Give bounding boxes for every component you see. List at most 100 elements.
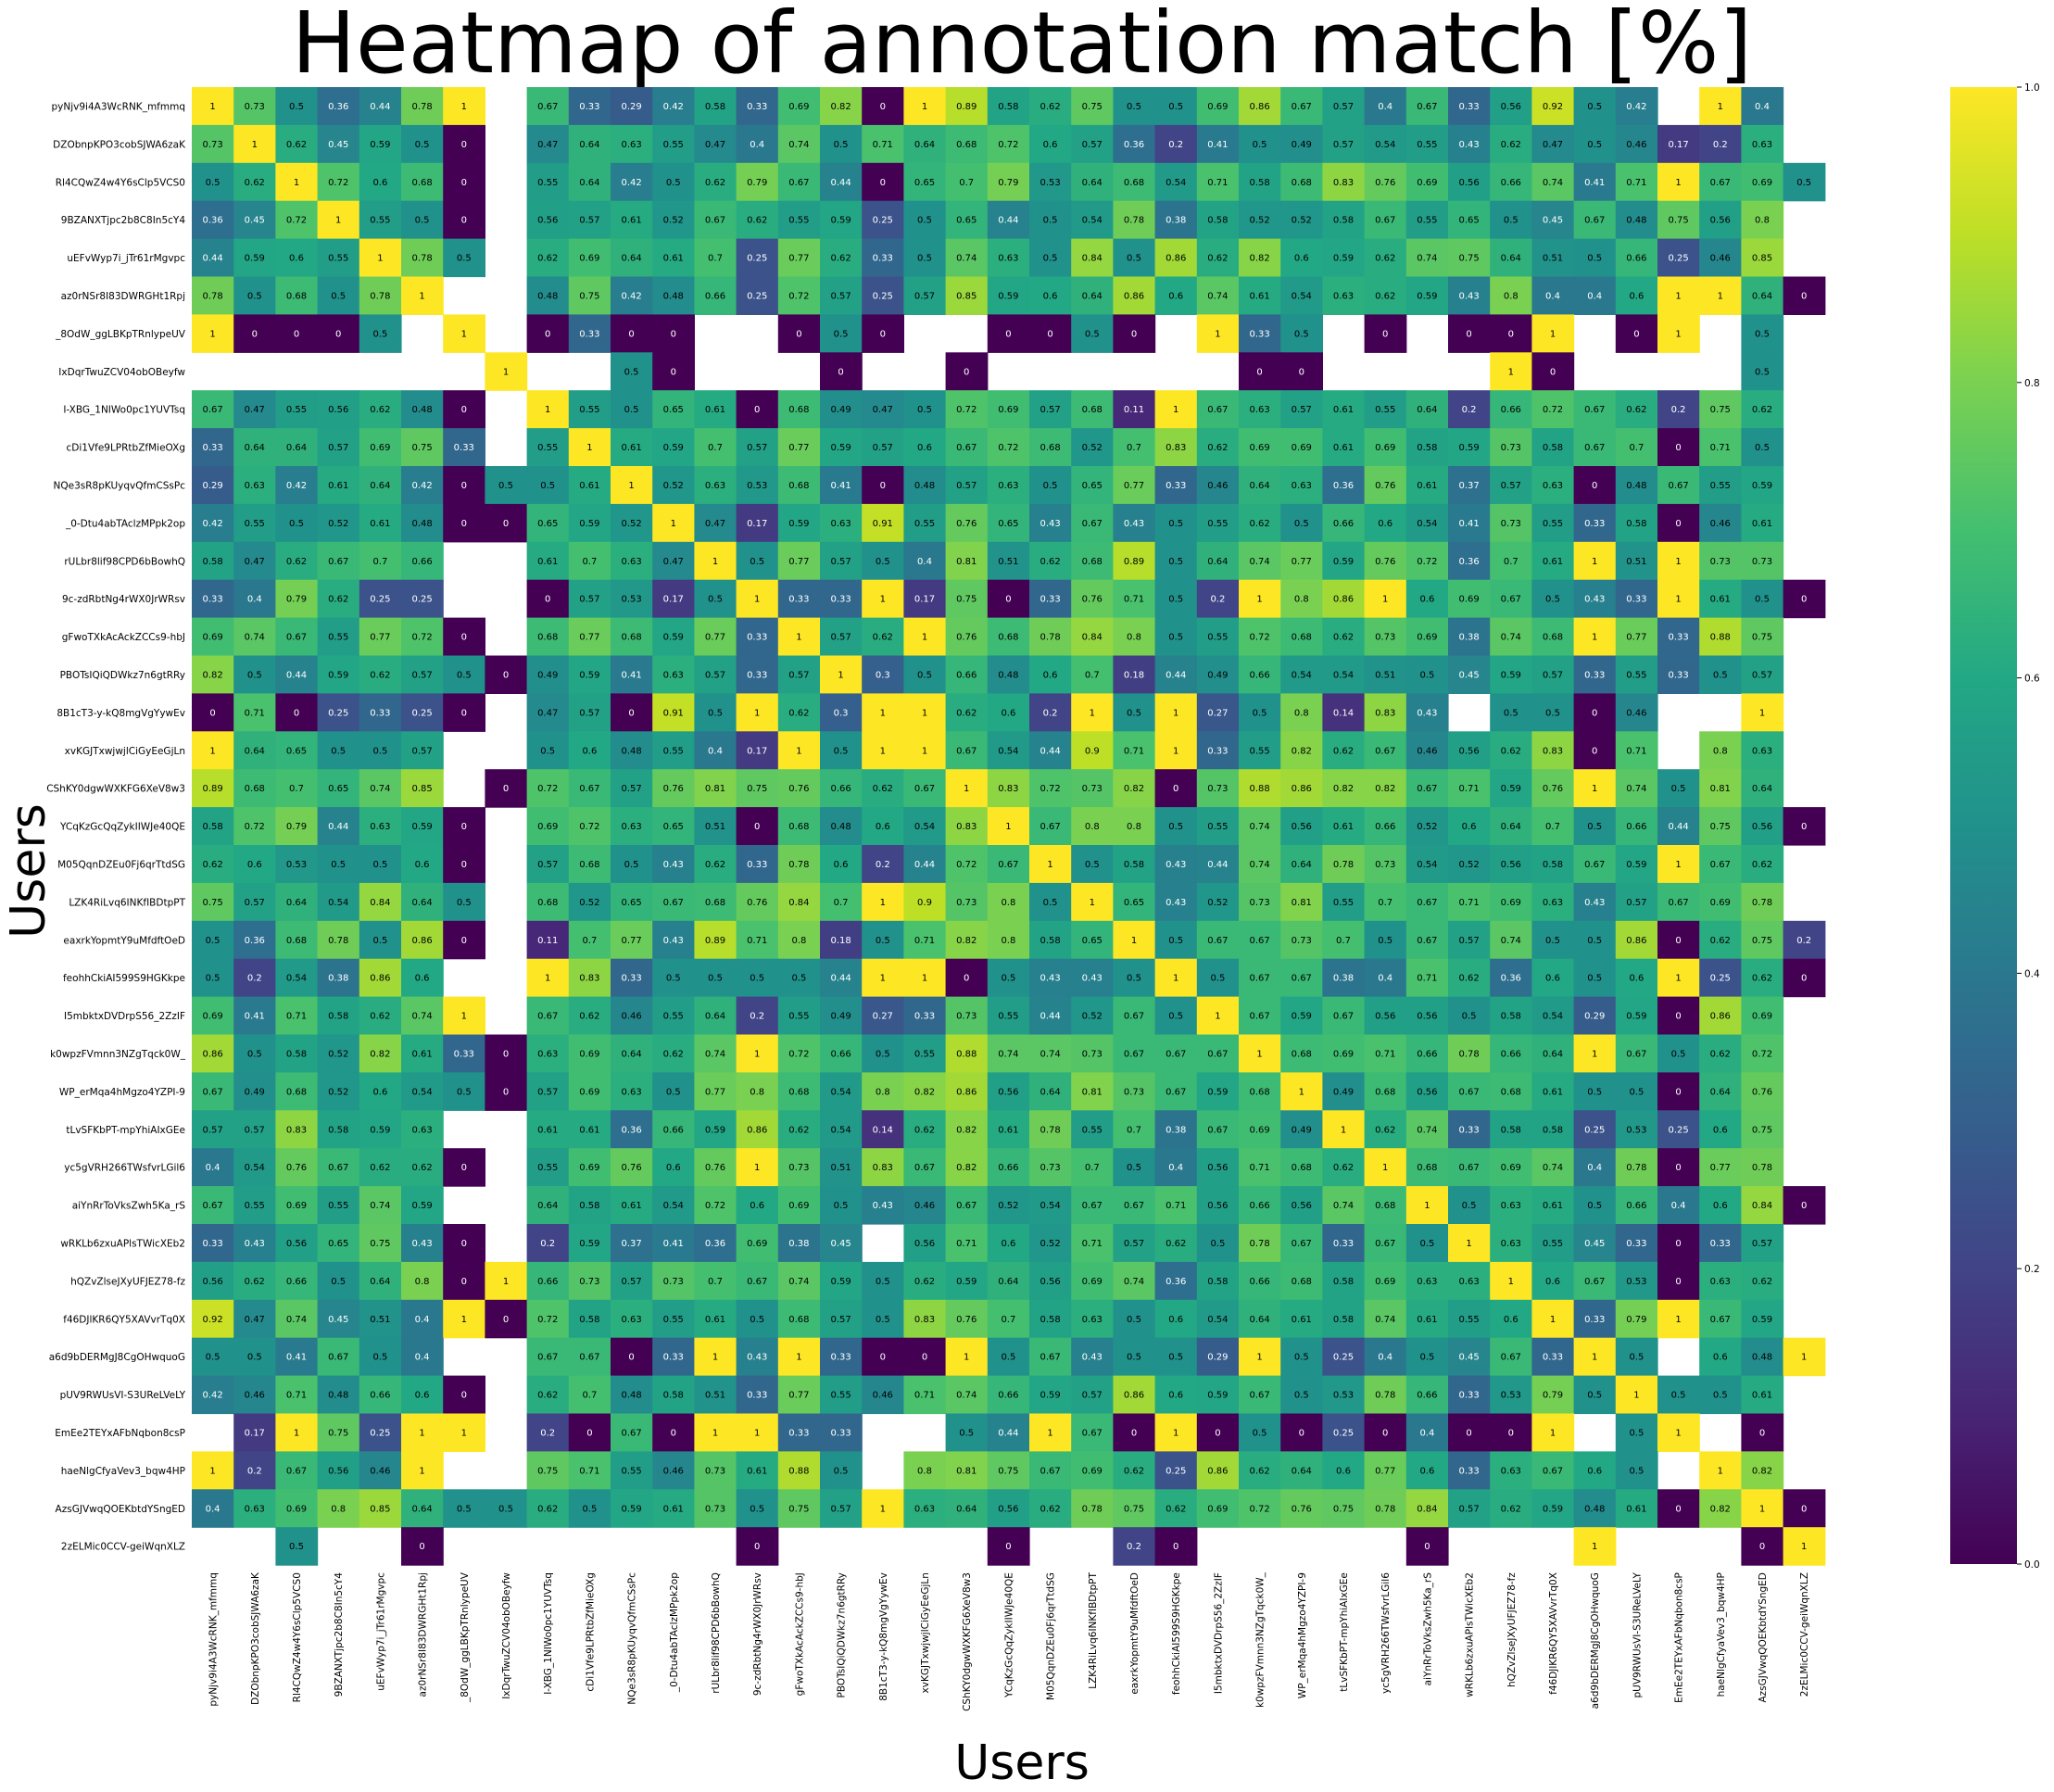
cell-value-label: 1 (1424, 1201, 1430, 1211)
heatmap-cell (1490, 579, 1532, 619)
cell-value-label: 0.36 (621, 1125, 641, 1135)
cell-value-label: 0.6 (1419, 595, 1434, 605)
heatmap-cell (777, 503, 821, 543)
cell-value-label: 0.61 (1543, 1087, 1563, 1097)
cell-value-label: 0.5 (415, 216, 430, 226)
heatmap-cell (1448, 390, 1491, 429)
cell-value-label: 0.57 (579, 216, 599, 226)
cell-value-label: 1 (880, 595, 886, 605)
cell-value-label: 0.76 (1375, 178, 1395, 188)
cell-value-label: 0.5 (917, 254, 932, 264)
cell-value-label: 0.3 (834, 708, 849, 718)
cell-value-label: 0.67 (1584, 216, 1605, 226)
heatmap-cell (1071, 276, 1114, 315)
cell-value-label: 0.5 (1419, 1353, 1434, 1363)
cell-value-label: 0.25 (411, 595, 432, 605)
heatmap-cell (233, 503, 276, 543)
cell-value-label: 0.25 (370, 595, 390, 605)
cell-value-label: 0.62 (286, 557, 307, 567)
heatmap-cell (1322, 731, 1366, 770)
cell-value-label: 0.67 (1710, 1315, 1731, 1325)
cell-value-label: 0.5 (331, 746, 346, 756)
heatmap-cell (1531, 352, 1575, 391)
cell-value-label: 0.58 (1040, 1315, 1060, 1325)
cell-value-label: 0.71 (914, 1391, 935, 1401)
cell-value-label: 0.2 (750, 1012, 764, 1022)
heatmap-cell (359, 503, 402, 543)
heatmap-cell (1741, 276, 1784, 315)
heatmap-cell (1448, 314, 1491, 353)
cell-value-label: 0.56 (1375, 1012, 1395, 1022)
cell-value-label: 0.63 (1292, 481, 1312, 491)
heatmap-cell (1322, 390, 1366, 429)
cell-value-label: 0.66 (411, 557, 432, 567)
x-tick-label: haeNlgCfyaVev3_bqw4HP (1716, 1572, 1727, 1697)
cell-value-label: 0.64 (1752, 291, 1772, 301)
heatmap-cell (1531, 693, 1575, 732)
cell-value-label: 0.47 (705, 519, 725, 529)
cell-value-label: 0.57 (1124, 1239, 1144, 1249)
cell-value-label: 0.55 (1207, 519, 1228, 529)
cell-value-label: 0.61 (621, 443, 641, 453)
cell-value-label: 0.36 (1166, 1277, 1186, 1287)
cell-value-label: 0.59 (579, 670, 599, 680)
cell-value-label: 1 (964, 784, 969, 794)
heatmap-cell (1657, 541, 1700, 581)
cell-value-label: 0.4 (1671, 1201, 1686, 1211)
heatmap-cell (1699, 617, 1742, 657)
heatmap-cell (1615, 87, 1658, 126)
heatmap-cell (1699, 276, 1742, 315)
cell-value-label: 0.67 (579, 784, 599, 794)
cell-value-label: 0.58 (579, 1315, 599, 1325)
x-tick-label: NQe3sR8pKUyqvQfmCSsPc (627, 1572, 638, 1705)
cell-value-label: 0.33 (747, 633, 767, 643)
heatmap-cell (1154, 428, 1198, 467)
cell-value-label: 1 (1801, 1542, 1807, 1552)
cell-value-label: 0.62 (1501, 1504, 1521, 1514)
cell-value-label: 0.69 (1501, 898, 1521, 908)
cell-value-label: 0.5 (1168, 595, 1183, 605)
cell-value-label: 0.33 (1584, 670, 1605, 680)
heatmap-cell (1196, 314, 1240, 353)
cell-value-label: 0.63 (998, 254, 1018, 264)
heatmap-cell (862, 617, 904, 657)
cell-value-label: 0.75 (956, 595, 977, 605)
heatmap-cell (526, 124, 570, 164)
cell-value-label: 0.46 (1710, 254, 1731, 264)
cell-value-label: 0.54 (245, 1163, 265, 1173)
cell-value-label: 0.5 (1127, 1315, 1141, 1325)
cell-value-label: 0.5 (206, 974, 221, 984)
cell-value-label: 0.67 (1292, 1239, 1312, 1249)
heatmap-cell (1113, 655, 1156, 694)
cell-value-label: 0 (461, 1277, 467, 1287)
cell-value-label: 1 (1256, 1049, 1262, 1059)
cell-value-label: 1 (1675, 595, 1681, 605)
cell-value-label: 0.6 (582, 746, 597, 756)
heatmap-cell (1741, 390, 1784, 429)
cell-value-label: 0 (1801, 1504, 1807, 1514)
cell-value-label: 0.33 (1249, 329, 1269, 339)
cell-value-label: 0.6 (1713, 1125, 1728, 1135)
cell-value-label: 0.67 (1249, 974, 1269, 984)
cell-value-label: 0.67 (705, 216, 725, 226)
cell-value-label: 0.5 (1671, 1049, 1686, 1059)
heatmap-cell (736, 466, 779, 505)
heatmap-cell (1280, 238, 1323, 278)
cell-value-label: 0.68 (621, 633, 641, 643)
heatmap-cell (526, 314, 570, 353)
cell-value-label: 0.8 (1001, 898, 1015, 908)
heatmap-cell (903, 87, 947, 126)
heatmap-cell (1029, 276, 1072, 315)
x-tick-labels: pyNjv9i4A3WcRNK_mfmmq DZObnpKPO3cobSJWA6z… (208, 1571, 1811, 1711)
heatmap-cell (1196, 693, 1240, 732)
heatmap-cell (820, 503, 863, 543)
y-tick-label: tLvSFKbPT-mpYhiAIxGEe (66, 1125, 185, 1136)
cell-value-label: 0.67 (1249, 1391, 1269, 1401)
cell-value-label: 0.89 (705, 936, 725, 946)
cell-value-label: 0.17 (747, 746, 767, 756)
cell-value-label: 0.59 (1040, 1391, 1060, 1401)
cell-value-label: 0.78 (1375, 1391, 1395, 1401)
cell-value-label: 0.43 (873, 1201, 893, 1211)
cell-value-label: 0.62 (1166, 1239, 1186, 1249)
cell-value-label: 0 (1592, 481, 1597, 491)
